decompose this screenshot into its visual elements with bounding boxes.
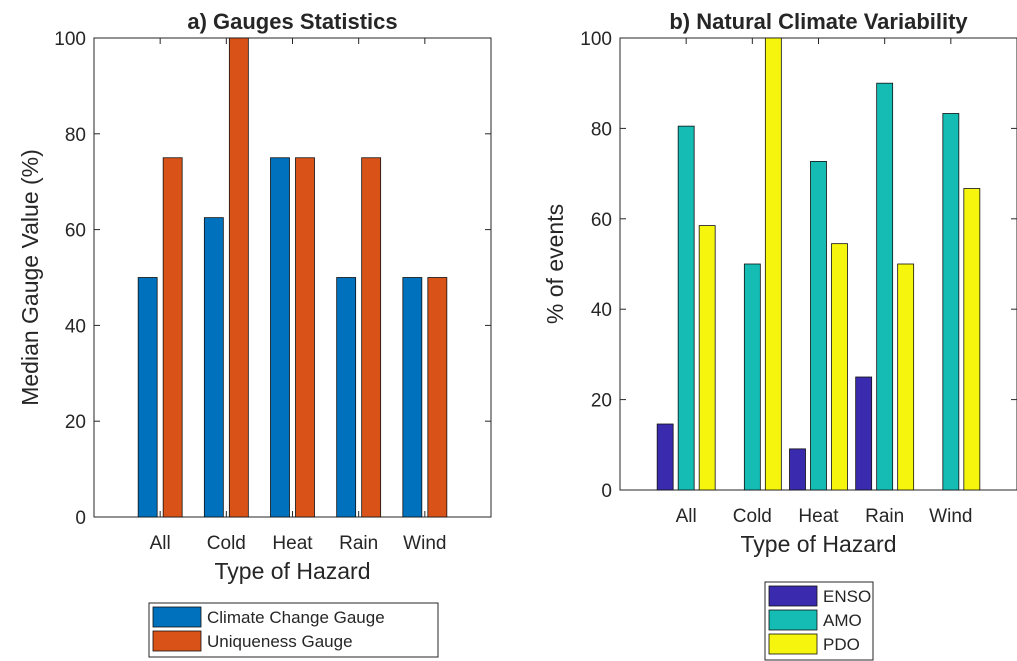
y-tick-label: 20: [591, 391, 612, 412]
bar-pdo-rain: [897, 263, 915, 491]
x-tick-label: Heat: [272, 533, 313, 554]
chart-gauges-statistics: 0 20 40 60 80 100 All Cold Heat Rain Wind a) Gauges…: [17, 9, 492, 658]
x-tick-label: Wind: [929, 506, 972, 527]
x-axis-label: Type of Hazard: [741, 531, 897, 557]
legend-swatch: [768, 585, 818, 607]
legend-swatch: [768, 633, 818, 655]
bar-uniqueness-gauge-heat: [295, 157, 315, 518]
chart-natural-climate-variability: 0 20 40 60 80 100 All Cold Heat Rain Wind b) Natura…: [542, 9, 1017, 661]
y-tick-label: 60: [591, 210, 612, 231]
legend: ENSO AMO PDO: [764, 581, 874, 661]
legend-label: AMO: [823, 611, 862, 630]
bar-uniqueness-gauge-rain: [361, 157, 382, 518]
y-tick-label: 40: [591, 300, 612, 321]
bar-pdo-heat: [831, 243, 848, 491]
bar-pdo-all: [698, 225, 716, 491]
legend-swatch: [152, 606, 202, 628]
bar-climate-change-gauge-rain: [336, 277, 357, 518]
bar-enso-rain: [855, 376, 873, 491]
y-axis-label: % of events: [542, 204, 568, 324]
bar-uniqueness-gauge-all: [162, 157, 183, 518]
legend-swatch: [152, 630, 202, 652]
y-tick-label: 40: [65, 316, 86, 337]
x-tick-label: Wind: [403, 533, 446, 554]
y-tick-label: 60: [65, 221, 86, 242]
x-tick-label: Rain: [865, 506, 904, 527]
bar-amo-all: [677, 125, 695, 491]
x-tick-label: Rain: [339, 533, 378, 554]
y-tick-label: 80: [65, 125, 86, 146]
bar-climate-change-gauge-wind: [402, 277, 423, 518]
y-axis-label: Median Gauge Value (%): [17, 149, 43, 406]
x-tick-label: Cold: [733, 506, 772, 527]
y-tick-label: 20: [65, 412, 86, 433]
bar-climate-change-gauge-heat: [270, 157, 290, 518]
legend-label: Uniqueness Gauge: [207, 632, 353, 651]
bar-amo-rain: [876, 82, 894, 491]
bar-climate-change-gauge-all: [137, 277, 158, 518]
x-tick-label: All: [676, 506, 697, 527]
legend-swatch: [768, 609, 818, 631]
y-tick-label: 80: [591, 119, 612, 140]
bar-uniqueness-gauge-wind: [427, 277, 448, 518]
bar-uniqueness-gauge-cold: [228, 37, 249, 518]
x-tick-label: Cold: [207, 533, 246, 554]
legend: Climate Change Gauge Uniqueness Gauge: [148, 602, 439, 658]
bar-amo-cold: [743, 263, 761, 491]
y-tick-label: 0: [75, 508, 86, 529]
y-tick-label: 100: [580, 29, 612, 50]
chart-title: a) Gauges Statistics: [187, 9, 397, 34]
bar-enso-all: [656, 423, 674, 491]
legend-label: PDO: [823, 635, 860, 654]
chart-title: b) Natural Climate Variability: [669, 9, 968, 34]
x-tick-label: Heat: [798, 506, 839, 527]
x-axis-label: Type of Hazard: [215, 558, 371, 584]
bar-climate-change-gauge-cold: [203, 217, 224, 518]
bar-pdo-wind: [963, 188, 981, 491]
y-tick-label: 100: [54, 29, 86, 50]
y-tick-label: 0: [601, 481, 612, 502]
x-tick-label: All: [150, 533, 171, 554]
bar-amo-wind: [942, 113, 960, 491]
legend-label: ENSO: [823, 587, 871, 606]
bar-pdo-cold: [764, 37, 782, 491]
bar-amo-heat: [810, 160, 827, 491]
bar-enso-heat: [789, 448, 806, 491]
legend-label: Climate Change Gauge: [207, 608, 385, 627]
